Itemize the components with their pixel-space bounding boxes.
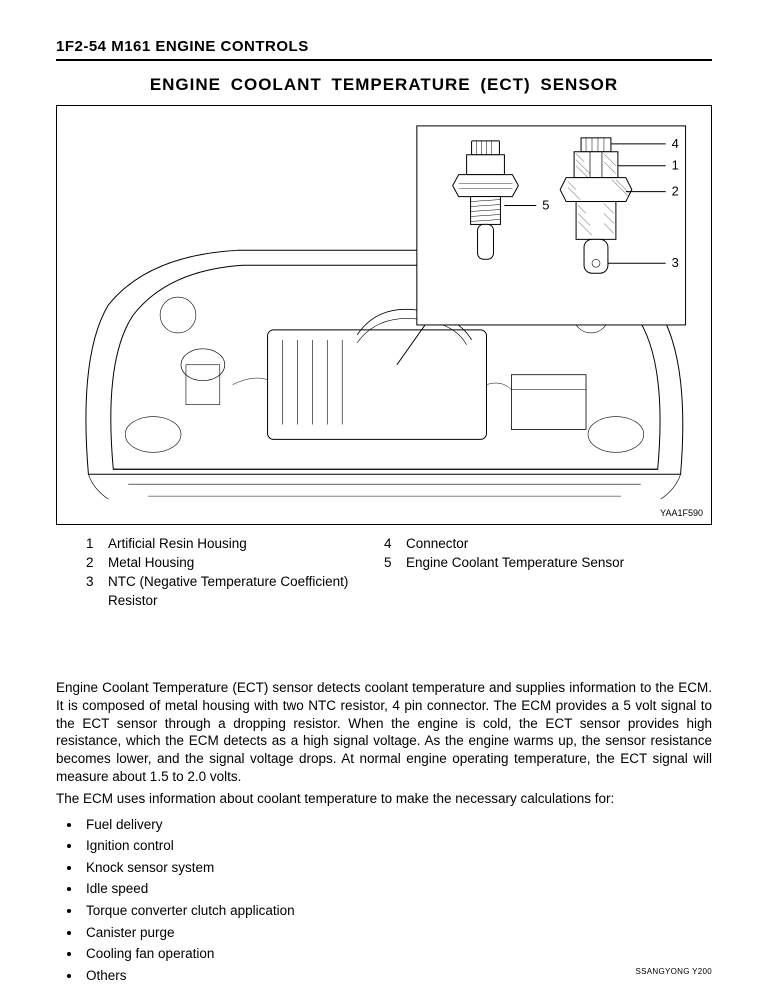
bullet-list: Fuel delivery Ignition control Knock sen… <box>56 814 712 987</box>
legend: 1 Artificial Resin Housing 2 Metal Housi… <box>56 525 712 611</box>
legend-right-column: 4 Connector 5 Engine Coolant Temperature… <box>384 535 682 611</box>
list-item: Idle speed <box>82 878 712 900</box>
legend-item: 5 Engine Coolant Temperature Sensor <box>384 554 682 572</box>
callout-4: 4 <box>672 136 679 151</box>
paragraph-2: The ECM uses information about coolant t… <box>56 790 712 808</box>
legend-left-column: 1 Artificial Resin Housing 2 Metal Housi… <box>86 535 384 611</box>
list-item: Cooling fan operation <box>82 943 712 965</box>
paragraph-1: Engine Coolant Temperature (ECT) sensor … <box>56 679 712 786</box>
callout-2: 2 <box>672 184 679 199</box>
legend-num: 1 <box>86 535 108 553</box>
legend-item: 1 Artificial Resin Housing <box>86 535 384 553</box>
list-item: Fuel delivery <box>82 814 712 836</box>
legend-label: Artificial Resin Housing <box>108 535 384 553</box>
legend-num: 2 <box>86 554 108 572</box>
callout-5: 5 <box>542 198 549 213</box>
engine-diagram: 5 4 1 2 3 <box>57 106 711 524</box>
header-rule <box>56 59 712 61</box>
list-item: Torque converter clutch application <box>82 900 712 922</box>
legend-label: Engine Coolant Temperature Sensor <box>406 554 682 572</box>
page-title: ENGINE COOLANT TEMPERATURE (ECT) SENSOR <box>56 75 712 95</box>
legend-label: Metal Housing <box>108 554 384 572</box>
footer-code: SSANGYONG Y200 <box>635 967 712 976</box>
list-item: Ignition control <box>82 835 712 857</box>
callout-3: 3 <box>672 255 679 270</box>
figure-code: YAA1F590 <box>660 508 703 518</box>
legend-num: 4 <box>384 535 406 553</box>
legend-label: NTC (Negative Temperature Coefficient) R… <box>108 573 384 609</box>
callout-1: 1 <box>672 158 679 173</box>
page-header: 1F2-54 M161 ENGINE CONTROLS <box>56 38 712 55</box>
figure-container: 5 4 1 2 3 YAA1F590 <box>56 105 712 525</box>
legend-num: 5 <box>384 554 406 572</box>
legend-item: 3 NTC (Negative Temperature Coefficient)… <box>86 573 384 609</box>
list-item: Others <box>82 965 712 987</box>
list-item: Canister purge <box>82 922 712 944</box>
legend-num: 3 <box>86 573 108 609</box>
legend-label: Connector <box>406 535 682 553</box>
list-item: Knock sensor system <box>82 857 712 879</box>
legend-item: 2 Metal Housing <box>86 554 384 572</box>
body-text: Engine Coolant Temperature (ECT) sensor … <box>56 679 712 986</box>
legend-item: 4 Connector <box>384 535 682 553</box>
